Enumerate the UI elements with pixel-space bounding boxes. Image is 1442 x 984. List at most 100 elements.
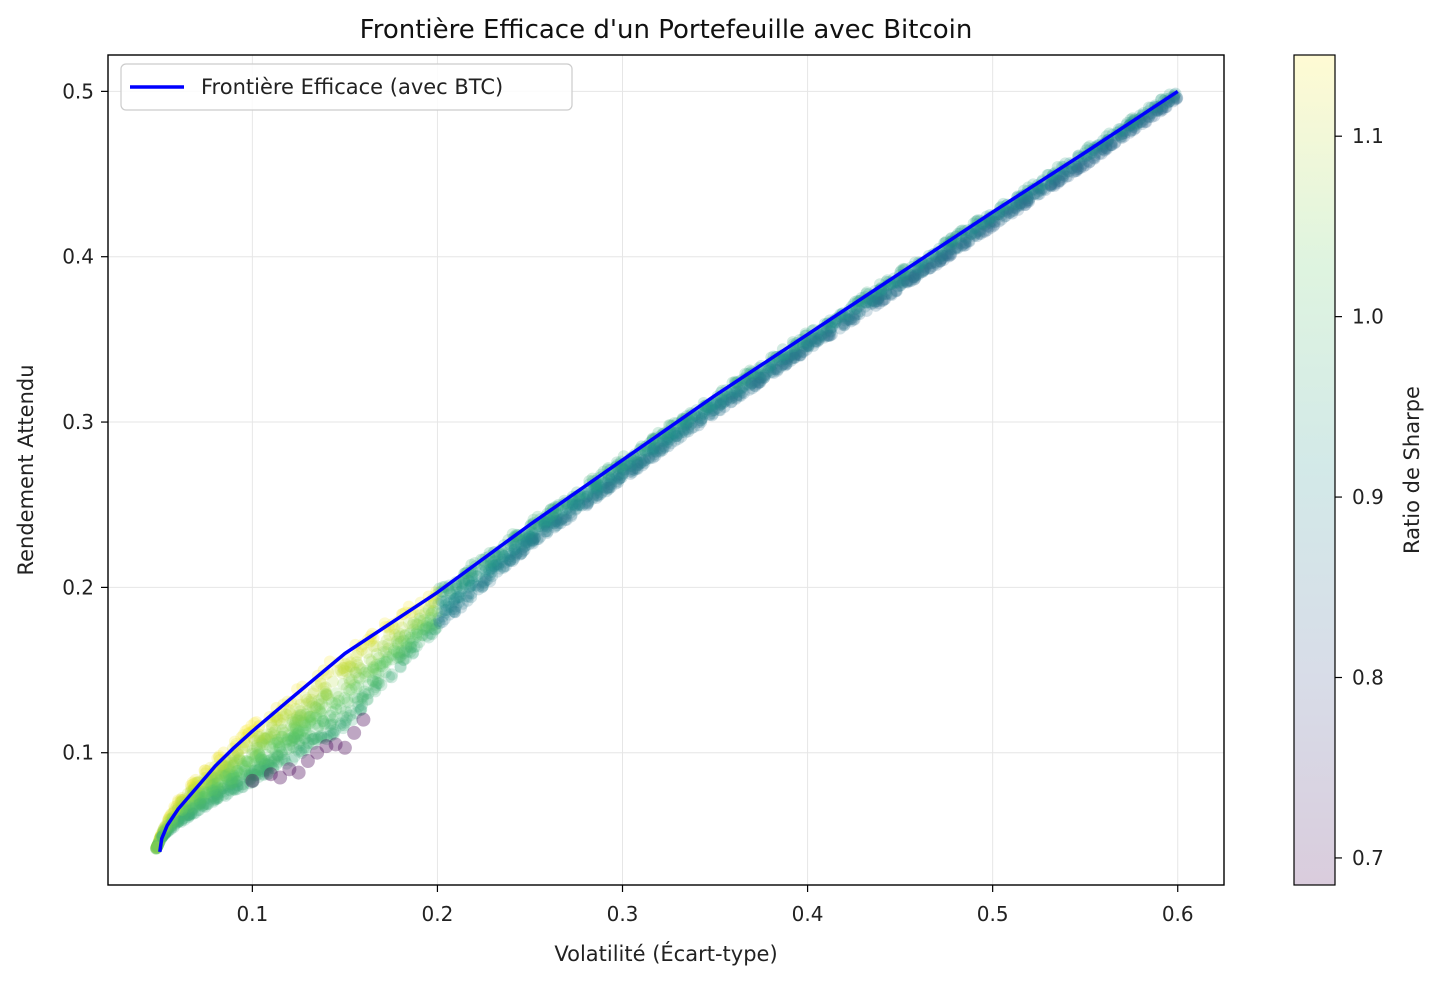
portfolio-point [600,482,613,495]
portfolio-point [236,780,249,793]
portfolio-point [522,532,535,545]
portfolio-point [391,652,404,665]
portfolio-point [1000,205,1013,218]
portfolio-point [1033,188,1046,201]
portfolio-point [854,305,867,318]
portfolio-point [485,562,498,575]
portfolio-point [696,412,709,425]
portfolio-point [270,758,283,771]
portfolio-point [959,239,972,252]
portfolio-point [624,467,637,480]
portfolio-point [868,295,881,308]
portfolio-point [909,269,922,282]
portfolio-point [646,445,659,458]
portfolio-point [615,462,628,475]
portfolio-point [1003,206,1016,219]
portfolio-point [363,653,376,666]
portfolio-point [367,661,380,674]
portfolio-point [258,732,271,745]
portfolio-point [944,247,957,260]
portfolio-point [450,592,463,605]
portfolio-point [890,285,903,298]
portfolio-point [420,624,433,637]
portfolio-point [523,530,536,543]
portfolio-point [383,628,396,641]
portfolio-point [181,803,194,816]
portfolio-point [264,753,277,766]
portfolio-point [601,481,614,494]
portfolio-point [211,788,224,801]
portfolio-point [1160,101,1173,114]
plot-area: 0.1 0.2 0.3 0.4 0.5 0.6 0.10.20.30.40.5 [62,54,1225,926]
portfolio-point [380,646,393,659]
portfolio-point [180,807,193,820]
portfolio-point [777,353,790,366]
portfolio-point [240,755,253,768]
portfolio-point [748,376,761,389]
portfolio-point [251,768,264,781]
portfolio-point [686,416,699,429]
portfolio-point [1139,116,1152,129]
portfolio-point [497,561,510,574]
portfolio-point [666,430,679,443]
portfolio-point [666,428,679,441]
portfolio-point [175,810,188,823]
portfolio-point [433,617,446,630]
portfolio-point [752,376,765,389]
portfolio-point [192,791,205,804]
portfolio-point [1069,165,1082,178]
portfolio-point [465,591,478,604]
portfolio-point [594,487,607,500]
portfolio-point [889,285,902,298]
portfolio-point [276,748,289,761]
portfolio-point [367,663,380,676]
portfolio-point [766,365,779,378]
portfolio-point [784,354,797,367]
portfolio-point [912,262,925,275]
portfolio-point [613,473,626,486]
portfolio-point [280,736,293,749]
portfolio-point [429,618,442,631]
portfolio-point [756,371,769,384]
portfolio-point [273,742,286,755]
portfolio-point [725,391,738,404]
portfolio-point [1115,130,1128,143]
portfolio-point [517,534,530,547]
portfolio-point [185,807,198,820]
portfolio-point [1103,139,1116,152]
portfolio-point [797,345,810,358]
portfolio-point [1012,203,1025,216]
portfolio-point [744,379,757,392]
low-sharpe-point [291,765,306,780]
portfolio-point [185,807,198,820]
portfolio-point [950,237,963,250]
portfolio-point [753,371,766,384]
portfolio-point [252,763,265,776]
portfolio-point [348,678,361,691]
portfolio-point [878,288,891,301]
portfolio-point [472,580,485,593]
portfolio-point [1066,162,1079,175]
portfolio-point [908,273,921,286]
portfolio-point [628,463,641,476]
portfolio-point [709,397,722,410]
portfolio-point [661,433,674,446]
portfolio-point [400,637,413,650]
portfolio-point [438,613,451,626]
portfolio-point [603,478,616,491]
portfolio-point [519,536,532,549]
portfolio-point [358,685,371,698]
portfolio-point [539,516,552,529]
portfolio-point [303,710,316,723]
portfolio-point [411,626,424,639]
portfolio-point [369,685,382,698]
portfolio-point [811,332,824,345]
portfolio-point [267,726,280,739]
portfolio-point [273,736,286,749]
portfolio-point [674,422,687,435]
portfolio-point [231,775,244,788]
portfolio-point [733,382,746,395]
portfolio-point [275,746,288,759]
portfolio-point [1070,159,1083,172]
